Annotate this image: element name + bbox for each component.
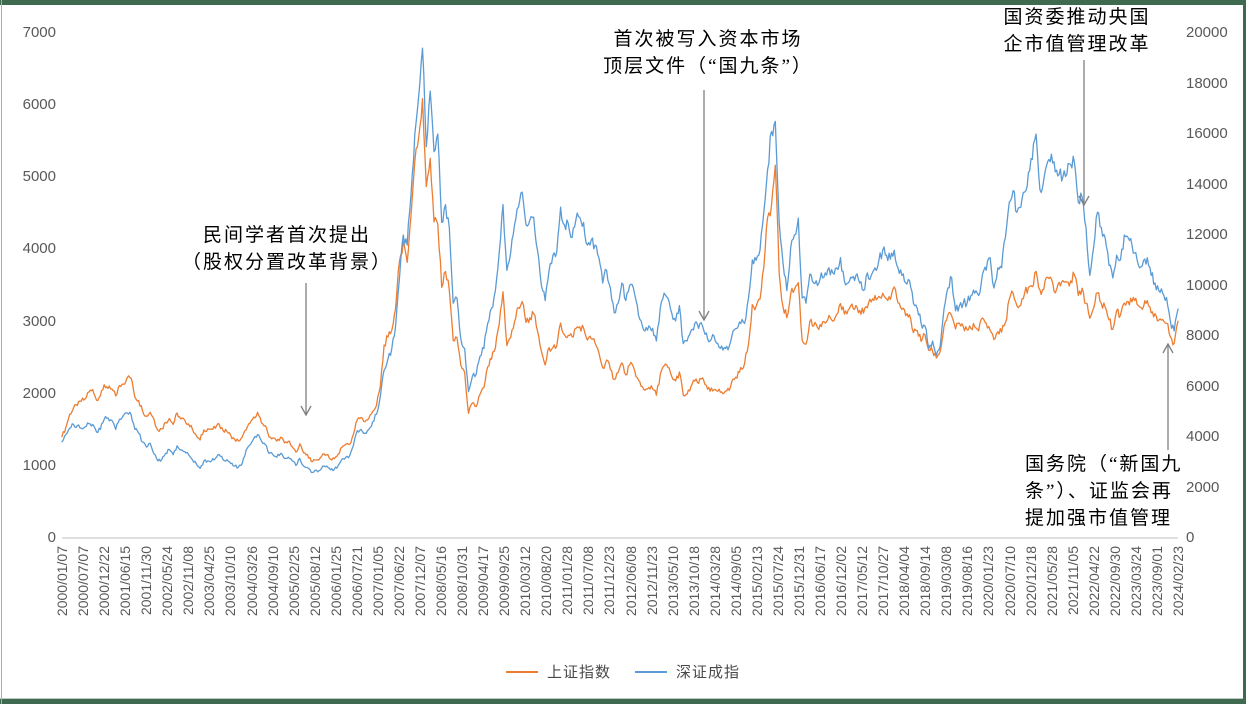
left-axis-tick-label: 3000	[22, 312, 56, 330]
frame-border-bottom	[0, 698, 1246, 704]
left-axis-tick-label: 0	[47, 529, 56, 546]
shanghai-composite-line	[61, 97, 1179, 463]
frame-border-top	[0, 0, 1246, 5]
annotation-text-2: 首次被写入资本市场 顶层文件（“国九条”）	[603, 26, 813, 80]
annotation-line: 企市值管理改革	[1003, 34, 1151, 55]
annotation-text-1: 民间学者首次提出 （股权分置改革背景）	[182, 222, 392, 276]
annotation-line: 国务院（“新国九	[1025, 454, 1183, 475]
annotation-arrow-icon	[1078, 60, 1090, 207]
left-axis-tick-label: 2000	[22, 384, 56, 402]
right-axis-tick-label: 20000	[1186, 24, 1228, 41]
annotation-line: 顶层文件（“国九条”）	[603, 56, 813, 77]
annotation-line: （股权分置改革背景）	[181, 252, 393, 273]
left-axis-tick-label: 6000	[22, 96, 56, 114]
right-axis-tick-label: 16000	[1186, 125, 1228, 142]
annotation-arrow-icon	[1162, 342, 1174, 450]
right-axis-tick-label: 6000	[1186, 377, 1220, 395]
left-axis-tick-label: 7000	[22, 24, 56, 41]
right-axis-tick-label: 8000	[1186, 327, 1220, 344]
frame-border-left	[1, 0, 2, 704]
right-axis-tick-label: 12000	[1186, 226, 1228, 243]
annotation-line: 国资委推动央国	[1003, 7, 1151, 28]
left-axis-tick-label: 1000	[22, 456, 56, 474]
annotation-text-4: 国务院（“新国九 条”）、证监会再 提加强市值管理	[1025, 451, 1182, 532]
left-axis-tick-label: 4000	[22, 240, 56, 258]
legend-item-shenzhen-component: 深证成指	[635, 661, 740, 682]
left-axis-tick-label: 5000	[22, 168, 56, 186]
legend: 上证指数 深证成指	[0, 661, 1246, 682]
legend-line-swatch-blue	[635, 670, 667, 673]
right-axis-tick-label: 10000	[1186, 276, 1228, 294]
right-axis-tick-label: 0	[1186, 529, 1195, 546]
annotation-arrow-icon	[698, 90, 710, 322]
annotation-line: 首次被写入资本市场	[613, 29, 803, 50]
frame-border-right	[1243, 0, 1246, 704]
legend-line-swatch-orange	[505, 670, 538, 673]
annotation-arrow-icon	[300, 283, 312, 417]
annotation-line: 民间学者首次提出	[202, 225, 372, 246]
annotation-line: 条”）、证监会再	[1025, 481, 1173, 502]
legend-label-shenzhen-component: 深证成指	[676, 664, 741, 681]
annotation-text-3: 国资委推动央国 企市值管理改革	[1003, 4, 1150, 58]
legend-label-shanghai-composite: 上证指数	[546, 664, 611, 681]
legend-item-shanghai-composite: 上证指数	[505, 661, 611, 682]
right-axis-tick-label: 4000	[1186, 428, 1220, 445]
shenzhen-component-line	[61, 47, 1179, 474]
annotation-line: 提加强市值管理	[1025, 508, 1173, 529]
right-axis-tick-label: 2000	[1186, 478, 1220, 496]
right-axis-tick-label: 14000	[1186, 175, 1228, 193]
right-axis-tick-label: 18000	[1186, 74, 1228, 92]
